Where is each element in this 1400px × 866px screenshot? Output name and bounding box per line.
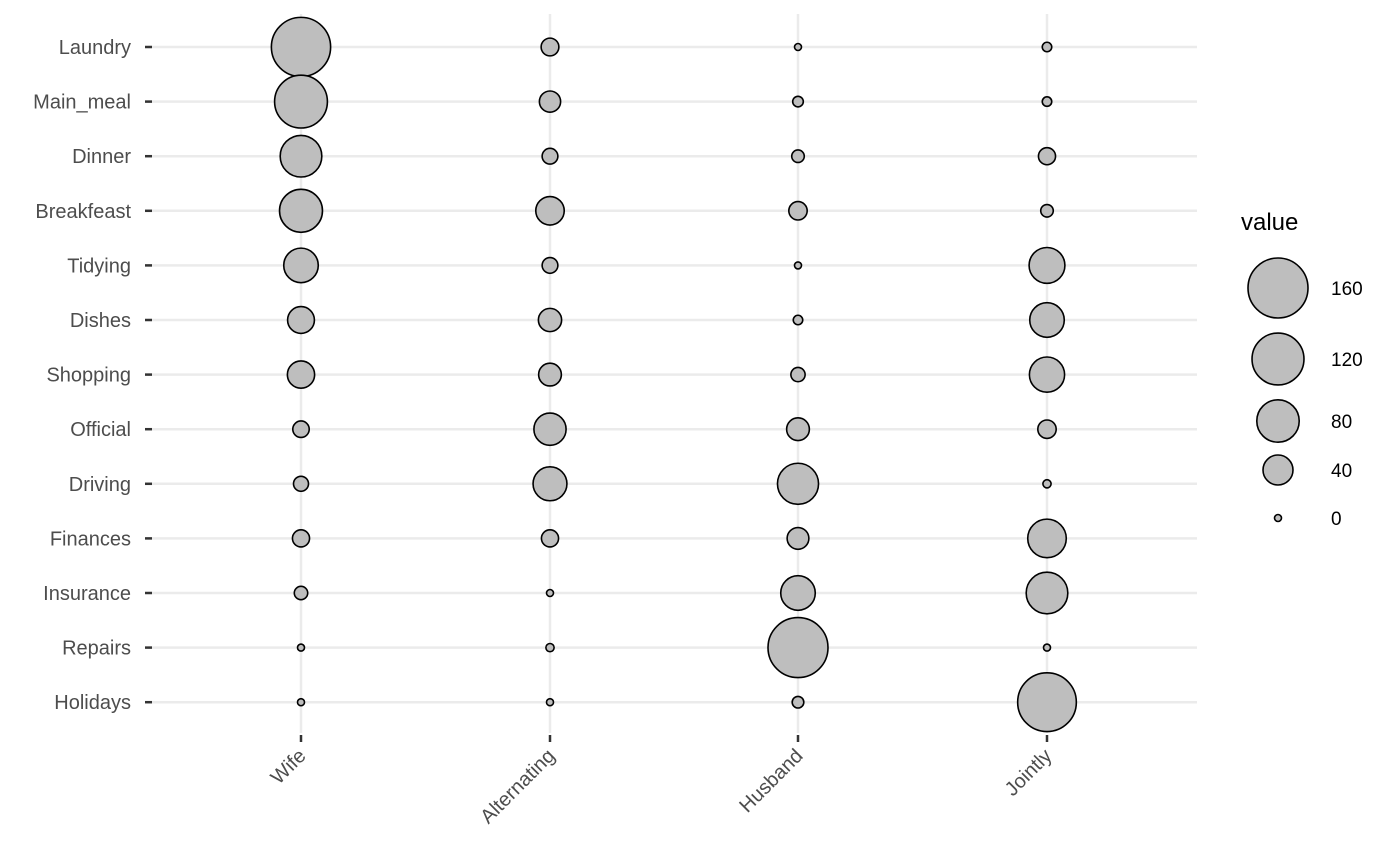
legend-title: value: [1241, 209, 1298, 236]
data-point: [1016, 672, 1078, 733]
data-point: [286, 305, 316, 335]
legend-key: [1262, 454, 1294, 486]
y-tick-label: Finances: [50, 528, 131, 550]
legend: value 160 120 80 40 0: [1241, 209, 1363, 530]
y-tick-label: Driving: [69, 474, 131, 496]
data-point: [776, 462, 820, 506]
y-tick-label: Holidays: [54, 692, 131, 714]
data-point: [793, 261, 803, 270]
data-point: [1025, 571, 1069, 615]
data-point: [790, 149, 806, 164]
y-tick-label: Laundry: [59, 37, 131, 59]
x-tick-label: Alternating: [476, 745, 559, 828]
data-point: [296, 697, 306, 707]
data-point: [286, 360, 316, 390]
data-point: [1041, 41, 1053, 53]
axis-ticks: [145, 45, 1049, 742]
legend-label: 160: [1331, 279, 1363, 300]
data-point: [270, 16, 332, 78]
legend-label: 120: [1331, 350, 1363, 371]
y-tick-label: Official: [70, 419, 131, 441]
data-points: [270, 16, 1078, 733]
y-tick-label: Tidying: [67, 255, 131, 277]
data-point: [532, 466, 568, 502]
data-point: [545, 588, 555, 598]
data-point: [1042, 478, 1052, 489]
data-point: [785, 417, 811, 442]
data-point: [540, 37, 560, 57]
data-point: [1037, 419, 1057, 440]
y-tick-label: Shopping: [46, 365, 131, 387]
y-tick-label: Dinner: [72, 146, 131, 168]
x-tick-label: Jointly: [1001, 745, 1057, 801]
data-point: [1042, 643, 1052, 652]
x-tick-label: Husband: [735, 745, 807, 817]
legend-key: [1247, 257, 1309, 319]
data-point: [541, 147, 559, 165]
x-axis-tick-labels: Wife Alternating Husband Jointly: [267, 745, 1057, 828]
data-point: [786, 526, 810, 551]
legend-key: [1273, 513, 1283, 523]
data-point: [793, 42, 803, 52]
legend-label: 0: [1331, 509, 1342, 530]
data-point: [296, 643, 306, 652]
data-point: [545, 697, 555, 707]
data-point: [1026, 518, 1068, 559]
y-axis-tick-labels: Laundry Main_meal Dinner Breakfeast Tidying D…: [33, 37, 131, 714]
data-point: [278, 188, 324, 234]
y-tick-label: Repairs: [62, 638, 131, 660]
y-tick-label: Breakfeast: [35, 201, 131, 223]
data-point: [545, 642, 555, 653]
data-point: [537, 362, 563, 387]
legend-key: [1251, 332, 1305, 386]
data-point: [279, 134, 323, 178]
data-point: [537, 307, 563, 333]
data-point: [534, 195, 566, 226]
legend-label: 40: [1331, 461, 1352, 482]
x-tick-label: Wife: [267, 745, 311, 789]
y-tick-label: Dishes: [70, 310, 131, 332]
data-point: [790, 366, 806, 383]
data-point: [1028, 301, 1066, 339]
data-point: [291, 529, 311, 548]
data-point: [791, 95, 805, 108]
data-point: [1037, 146, 1057, 166]
data-point: [1028, 356, 1066, 393]
data-point: [293, 585, 309, 601]
data-point: [767, 616, 829, 679]
data-point: [1041, 96, 1053, 108]
data-point: [291, 420, 311, 439]
data-point: [792, 314, 804, 326]
data-point: [788, 200, 808, 221]
data-point: [540, 529, 560, 548]
y-tick-label: Insurance: [43, 583, 131, 605]
data-point: [533, 412, 567, 447]
data-point: [541, 256, 559, 275]
data-point: [538, 90, 562, 114]
legend-key: [1255, 398, 1301, 444]
y-tick-label: Main_meal: [33, 92, 131, 114]
data-point: [273, 74, 329, 129]
data-point: [282, 247, 320, 284]
legend-label: 80: [1331, 412, 1352, 433]
data-point: [1039, 203, 1055, 218]
data-point: [779, 574, 817, 612]
data-point: [791, 695, 805, 709]
data-point: [292, 475, 310, 493]
data-point: [1028, 246, 1066, 285]
